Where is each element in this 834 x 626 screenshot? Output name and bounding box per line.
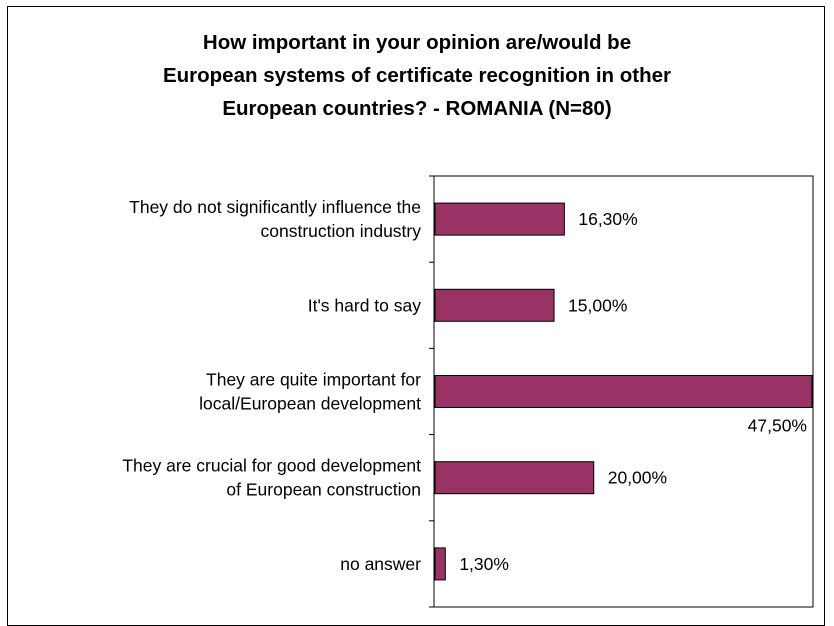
chart-title-line-1: How important in your opinion are/would … [202,31,632,54]
category-label: no answer [340,554,421,574]
data-label: 1,30% [459,554,509,574]
data-label: 20,00% [608,468,667,488]
bar-3 [434,375,813,408]
category-label: of European construction [226,480,421,500]
category-label: local/European development [199,394,421,414]
category-label: They are quite important for [206,370,421,390]
category-label: They do not significantly influence the [129,197,421,217]
data-label: 16,30% [578,209,637,229]
category-label: It's hard to say [308,295,422,315]
plot-area [433,175,814,608]
bar-4 [434,461,595,495]
bar-2 [434,288,555,322]
data-label: 15,00% [568,295,627,315]
category-label: They are crucial for good development [122,456,421,476]
chart-title: How important in your opinion are/would … [0,26,834,125]
chart-title-line-2: European systems of certificate recognit… [162,64,672,87]
bar-5 [434,547,446,581]
chart-frame [7,6,825,626]
chart-title-line-3: European countries? - ROMANIA (N=80) [222,97,612,120]
data-label: 47,50% [748,416,807,436]
bar-1 [434,202,565,236]
category-label: construction industry [261,221,422,241]
